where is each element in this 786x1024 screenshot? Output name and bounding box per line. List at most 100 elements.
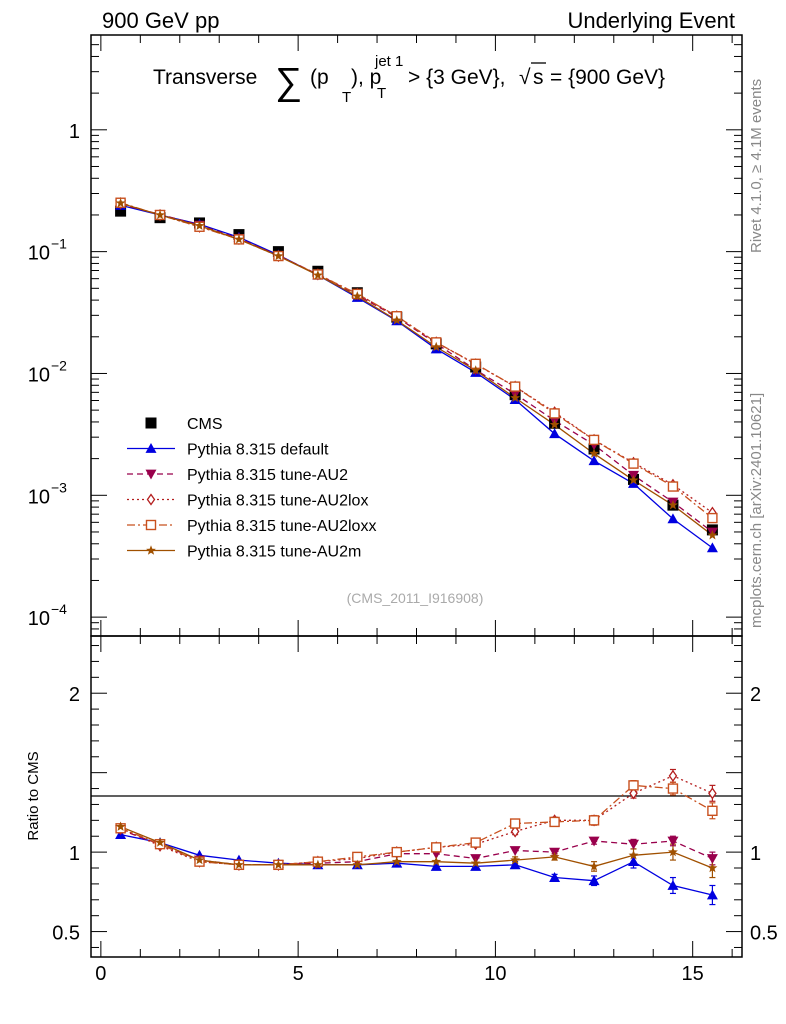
ratio-point-AU2 <box>588 836 600 847</box>
title-sup-jet: jet 1 <box>374 53 403 70</box>
data-point-AU2m <box>273 250 284 261</box>
ratio-point-AU2lox <box>668 769 678 782</box>
ratio-point-default <box>706 889 718 900</box>
ratio-y-axis-label: Ratio to CMS <box>25 751 42 840</box>
data-point-AU2m <box>589 448 599 458</box>
legend-marker-default <box>145 443 157 453</box>
data-point-default <box>667 513 679 524</box>
ratio-point-AU2loxx <box>707 805 718 817</box>
y-tick-label-exponent: −1 <box>51 236 67 252</box>
data-point-AU2m <box>312 270 323 280</box>
data-point-AU2loxx <box>509 381 521 392</box>
x-tick-label: 0 <box>95 963 106 985</box>
ratio-line-AU2lox <box>120 775 713 866</box>
ratio-point-AU2loxx <box>628 780 639 791</box>
title-sum-symbol: ∑ <box>275 61 302 103</box>
y-tick-label-base: 10 <box>28 364 50 386</box>
chart-title: Transverse ∑ (p T ), p jet 1 T > {3 GeV}… <box>153 53 665 106</box>
data-point-AU2m <box>194 220 205 230</box>
data-point-AU2loxx <box>549 408 560 419</box>
ratio-point-AU2lox <box>708 787 717 800</box>
title-sub-t2: T <box>377 85 386 102</box>
ratio-point-AU2loxx <box>391 846 402 858</box>
ratio-point-AU2m <box>115 821 126 831</box>
ratio-y-tick-label-right: 1 <box>750 843 761 865</box>
data-point-default <box>588 455 600 466</box>
main-y-tick-labels: 110−110−210−310−4 <box>28 121 80 630</box>
legend-label-AU2lox: Pythia 8.315 tune-AU2lox <box>187 493 368 510</box>
ratio-point-AU2m <box>707 862 718 873</box>
y-tick-label-base: 10 <box>28 608 50 630</box>
ratio-point-AU2m <box>155 837 165 847</box>
ratio-point-default <box>667 879 679 890</box>
x-tick-label: 15 <box>682 963 704 985</box>
data-point-AU2loxx <box>707 512 718 524</box>
data-point-AU2loxx <box>588 434 600 446</box>
ratio-point-AU2lox <box>510 825 520 838</box>
ratio-series-layer <box>115 768 718 906</box>
legend-label-CMS: CMS <box>187 416 223 433</box>
data-point-CMS <box>115 205 127 217</box>
ratio-point-AU2loxx <box>667 783 679 794</box>
title-cut: > {3 GeV}, <box>408 66 506 89</box>
ratio-point-AU2m <box>470 858 481 868</box>
ratio-point-default <box>588 875 600 886</box>
ratio-y-tick-label-left: 0.5 <box>52 923 80 945</box>
data-point-AU2m <box>549 419 560 429</box>
ratio-point-default <box>549 872 561 882</box>
ratio-point-AU2lox <box>629 787 638 800</box>
ratio-point-AU2m <box>628 850 639 860</box>
ratio-point-AU2m <box>273 859 284 869</box>
y-tick-label: 1 <box>69 121 80 143</box>
ratio-point-AU2m <box>549 851 560 862</box>
ratio-tick-labels: 2 2 1 1 0.5 0.5 0 5 10 15 <box>52 684 778 985</box>
ratio-point-AU2m <box>589 861 599 871</box>
data-point-default <box>628 477 639 488</box>
ratio-line-AU2 <box>120 829 713 866</box>
ratio-point-AU2m <box>668 846 678 857</box>
title-p: (p <box>310 66 329 89</box>
data-point-AU2m <box>155 209 165 220</box>
ratio-point-AU2loxx <box>549 816 560 828</box>
ratio-point-AU2m <box>312 859 323 869</box>
ratio-y-tick-label-right: 2 <box>750 684 761 706</box>
title-sqrt: √ <box>519 66 531 89</box>
ratio-point-AU2m <box>391 856 402 866</box>
ratio-point-AU2loxx <box>588 815 600 826</box>
ratio-point-AU2loxx <box>509 818 521 829</box>
legend-label-AU2m: Pythia 8.315 tune-AU2m <box>187 544 361 561</box>
y-tick-label-exponent: −3 <box>51 479 67 495</box>
x-tick-label: 5 <box>293 963 304 985</box>
title-text-main: Transverse <box>153 66 257 89</box>
data-point-AU2m <box>668 500 678 510</box>
y-tick-label-exponent: −4 <box>51 601 67 617</box>
x-tick-label: 10 <box>484 963 506 985</box>
ratio-point-AU2m <box>431 856 442 866</box>
legend-marker-AU2m <box>146 545 156 555</box>
ratio-point-default <box>470 860 482 871</box>
ratio-point-default <box>430 860 442 871</box>
data-point-AU2m <box>352 291 363 301</box>
ratio-point-AU2 <box>706 854 718 864</box>
ratio-point-default <box>509 859 521 870</box>
title-sub-t1: T <box>342 89 351 106</box>
ratio-line-AU2loxx <box>120 784 713 866</box>
title-s: s <box>533 66 544 89</box>
data-point-default <box>706 542 718 553</box>
data-point-AU2m <box>391 315 402 325</box>
y-tick-label-exponent: −2 <box>51 357 67 373</box>
legend-label-AU2: Pythia 8.315 tune-AU2 <box>187 467 348 484</box>
header-right-label: Underlying Event <box>567 8 735 33</box>
data-point-AU2m <box>115 198 126 208</box>
legend-marker-AU2lox <box>146 493 156 506</box>
ratio-point-default <box>628 856 639 867</box>
ratio-y-tick-label-left: 2 <box>69 684 80 706</box>
ratio-point-AU2 <box>667 836 679 847</box>
ratio-frame <box>90 635 743 958</box>
ratio-point-AU2m <box>352 859 363 869</box>
ratio-panel: 2 2 1 1 0.5 0.5 0 5 10 15 Ratio to CMS <box>25 635 778 985</box>
legend: CMS Pythia 8.315 default Pythia 8.315 tune… <box>127 416 376 561</box>
series-line-AU2m <box>120 202 713 536</box>
ratio-y-tick-label-left: 1 <box>69 843 80 865</box>
